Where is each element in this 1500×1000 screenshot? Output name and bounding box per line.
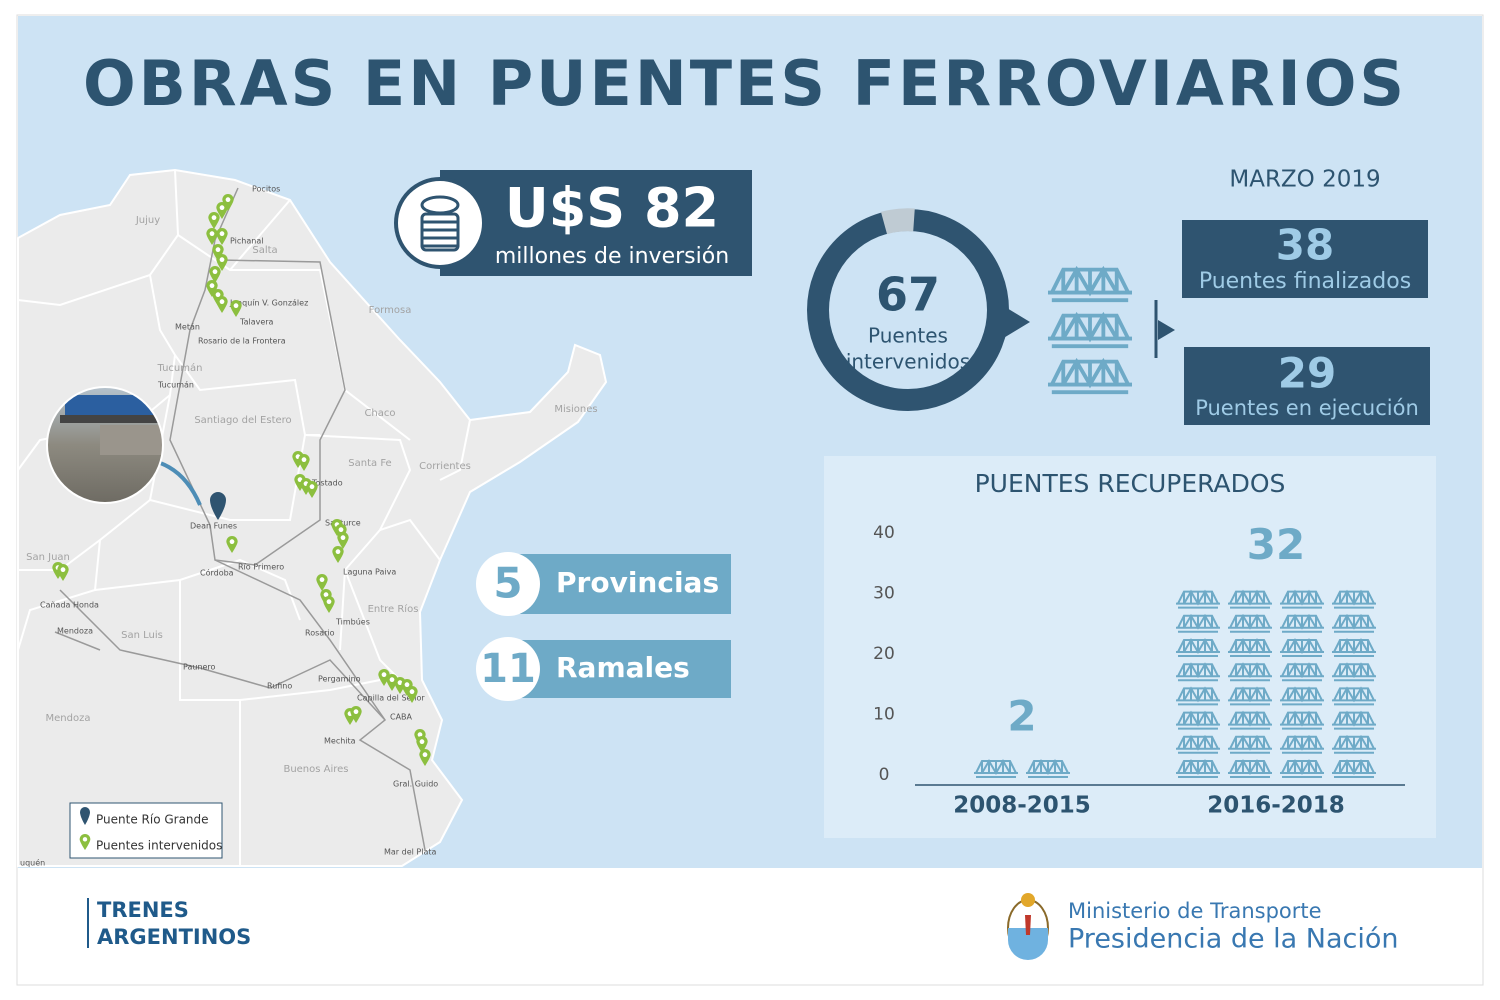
legend-pin-dark: [80, 807, 90, 825]
brand: ARGENTINOS: [97, 925, 251, 949]
count-badge: [476, 552, 540, 616]
count-label: Ramales: [556, 651, 690, 684]
map-city-label: Rosario: [305, 629, 335, 638]
chart-title: PUENTES RECUPERADOS: [975, 469, 1286, 498]
value-label: 2: [1007, 692, 1036, 741]
finished-label: Puentes finalizados: [1199, 269, 1411, 294]
map-region-label: Corrientes: [419, 461, 471, 472]
finished-number: 38: [1276, 221, 1334, 270]
x-tick-label: 2016-2018: [1207, 793, 1345, 819]
map-city-label: Pocitos: [252, 185, 280, 194]
map-city-label: Mechita: [324, 737, 356, 746]
count-number: 11: [480, 646, 536, 692]
ministry: Ministerio de Transporte: [1068, 899, 1322, 923]
map-region-label: Santiago del Estero: [194, 415, 291, 426]
y-tick-label: 40: [873, 523, 895, 543]
map-city-label: Rosario de la Frontera: [198, 337, 286, 346]
map-region-label: Jujuy: [135, 215, 160, 226]
map-region-label: San Juan: [26, 552, 70, 563]
total-label: Puentes: [868, 324, 948, 348]
coat-of-arms: [1007, 893, 1049, 960]
map-city-label: Talavera: [239, 318, 274, 327]
value-label: 32: [1247, 520, 1305, 569]
legend: [69, 802, 223, 859]
progress-label: Puentes en ejecución: [1195, 396, 1419, 420]
map-city-label: Santurce: [325, 519, 361, 528]
y-tick-label: 30: [873, 584, 895, 604]
donut-gap: [880, 208, 915, 235]
progress-box: [1184, 347, 1430, 425]
x-tick-label: 2008-2015: [953, 793, 1091, 819]
legend-label: Puente Río Grande: [96, 813, 209, 827]
legend-label: Puentes intervenidos: [96, 839, 222, 853]
coin-icon: [420, 195, 460, 252]
investment-box: [440, 170, 752, 276]
map-region-label: Entre Ríos: [368, 603, 419, 615]
province-borders: [17, 169, 471, 866]
total-label: intervenidos: [846, 350, 970, 374]
map-city-label: CABA: [390, 713, 413, 722]
count-label: Provincias: [556, 566, 719, 599]
brand: TRENES: [97, 898, 189, 922]
map-city-label: Cañada Honda: [40, 601, 99, 610]
bridge-photo: [47, 387, 163, 503]
donut-pointer: [997, 302, 1030, 342]
map-city-label: Mendoza: [57, 627, 93, 636]
count-number: 5: [493, 559, 522, 608]
title: OBRAS EN PUENTES FERROVIARIOS: [83, 47, 1407, 120]
bracket-arrow: [1158, 320, 1175, 340]
land: [17, 168, 608, 867]
map-city-label: Mar del Plata: [384, 848, 436, 857]
map-city-label: Tostado: [311, 479, 343, 488]
finished-box: [1182, 220, 1428, 298]
chart-panel: [824, 456, 1436, 838]
progress-number: 29: [1278, 349, 1336, 398]
rio-grande-pin: [210, 492, 226, 520]
map-city-label: Rufino: [267, 682, 292, 691]
investment-caption: millones de inversión: [495, 244, 729, 269]
map-city-label: Tucumán: [157, 381, 194, 390]
y-tick-label: 10: [873, 705, 895, 725]
map-region-label: Misiones: [554, 404, 597, 415]
map-region-label: San Luis: [121, 630, 163, 641]
map-region-label: Formosa: [369, 305, 412, 316]
map-city-label: Córdoba: [200, 568, 234, 578]
map-region-label: Salta: [252, 245, 277, 256]
total-number: 67: [876, 268, 940, 322]
map-region-label: Santa Fe: [348, 458, 391, 469]
rail-lines: [54, 187, 426, 851]
y-tick-label: 20: [873, 644, 895, 664]
map-region-label: Chaco: [364, 408, 395, 419]
map-region-label: Buenos Aires: [283, 764, 348, 775]
map-city-label: Río Primero: [238, 563, 284, 572]
presidency: Presidencia de la Nación: [1068, 924, 1399, 955]
map-region-label: Tucumán: [157, 362, 203, 374]
map-city-label: Joaquín V. González: [229, 299, 308, 308]
y-tick-label: 0: [879, 765, 890, 785]
map-city-label: Gral. Guido: [393, 780, 438, 789]
map-city-label: Paunero: [183, 663, 216, 672]
map-city-label: Capilla del Señor: [357, 694, 425, 703]
map-city-label: Laguna Paiva: [343, 568, 396, 577]
map-city-label: Timbúes: [335, 618, 370, 627]
map-city-label: Pichanal: [230, 237, 263, 246]
count-badge: [476, 637, 540, 701]
map-city-label: Dean Funes: [190, 522, 237, 531]
map-city-label: Pergamino: [318, 675, 361, 684]
investment-amount: U$S 82: [505, 177, 719, 240]
map-city-label: uquén: [20, 858, 45, 868]
date: MARZO 2019: [1229, 167, 1380, 193]
count-box: [515, 640, 731, 698]
map-city-label: Metán: [175, 323, 200, 332]
count-box: [515, 554, 731, 614]
photo-frame: [46, 386, 164, 504]
map-region-label: Mendoza: [46, 713, 91, 724]
